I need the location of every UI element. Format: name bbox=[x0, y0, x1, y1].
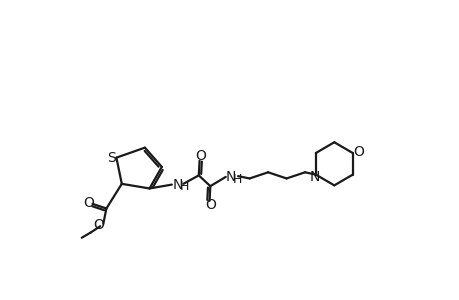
Text: O: O bbox=[353, 145, 364, 158]
Text: N: N bbox=[309, 170, 319, 184]
Text: S: S bbox=[107, 151, 116, 165]
Text: N: N bbox=[173, 178, 183, 192]
Text: N: N bbox=[225, 170, 236, 184]
Text: O: O bbox=[195, 149, 205, 163]
Text: O: O bbox=[93, 218, 104, 232]
Text: O: O bbox=[204, 198, 215, 212]
Text: O: O bbox=[83, 196, 94, 210]
Text: H: H bbox=[179, 180, 189, 194]
Text: H: H bbox=[232, 173, 241, 186]
